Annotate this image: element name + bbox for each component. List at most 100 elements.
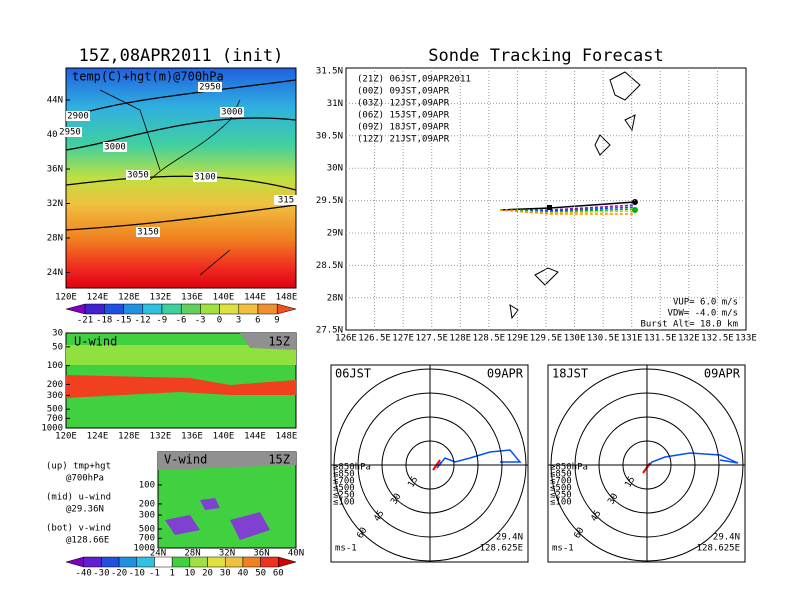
colorbar-label: -15 (115, 316, 131, 326)
lat-label: 29.4N (496, 533, 523, 543)
panel-title: 15Z,08APR2011 (init) (79, 46, 284, 66)
colorbar-swatch (224, 556, 244, 568)
level-legend: ≤500 (550, 484, 572, 494)
colorbar-label: -10 (129, 569, 145, 579)
colorbar-swatch (207, 556, 226, 568)
contour-label: 2950 (59, 128, 81, 138)
label-bg (274, 195, 298, 205)
legend-entry: (21Z) 06JST,09APR2011 (357, 75, 471, 85)
level-legend: ≤850 (333, 470, 355, 480)
legend-entry: (12Z) 21JST,09APR (357, 135, 450, 145)
x-tick-label: 132.5E (701, 334, 734, 344)
colorbar-swatch (142, 303, 163, 315)
ring-label: 30 (389, 492, 403, 506)
colorbar-label: -3 (195, 316, 206, 326)
y-tick-label: 44N (47, 96, 63, 106)
x-tick-label: 32N (219, 549, 235, 559)
contour-label: 2900 (67, 112, 89, 122)
contour-label: 3050 (127, 171, 149, 181)
y-tick-label: 1000 (133, 544, 155, 554)
height-contours (65, 79, 297, 231)
contour-label: 3000 (221, 108, 243, 118)
x-tick-label: 140E (213, 432, 235, 442)
field-label: V-wind (164, 453, 207, 467)
colorbar-label: -20 (111, 569, 127, 579)
tracks (499, 199, 638, 215)
y-tick-label: 28.5N (316, 261, 343, 271)
x-tick-label: 132E (150, 293, 172, 303)
x-tick-label: 131.5E (644, 334, 677, 344)
v-wind-weak (158, 452, 296, 470)
legend-entry: (00Z) 09JST,09APR (357, 87, 450, 97)
colorbar-label: 6 (255, 316, 260, 326)
note: (mid) u-wind (46, 493, 111, 503)
colorbar-swatch (276, 303, 297, 315)
param: Burst Alt= 18.0 km (640, 320, 738, 330)
level-legend: ≤100 (333, 498, 355, 508)
colorbar-label: 9 (274, 316, 279, 326)
colorbar-label: -30 (93, 569, 109, 579)
note: (up) tmp+hgt (46, 462, 111, 472)
temp-field (65, 67, 297, 289)
x-tick-label: 120E (55, 293, 77, 303)
unit-label: ms-1 (552, 544, 574, 554)
legend-entry: (06Z) 15JST,09APR (357, 111, 450, 121)
x-tick-label: 127.5E (415, 334, 448, 344)
x-tick-label: 124E (87, 432, 109, 442)
y-tick-label: 28N (327, 293, 343, 303)
y-tick-label: 500 (47, 405, 63, 415)
colorbar-swatch (104, 303, 124, 315)
level-legend: ≤250 (550, 491, 572, 501)
colorbar-swatch (171, 556, 191, 568)
x-tick-label: 126.5E (358, 334, 391, 344)
colorbar-label: 0 (217, 316, 222, 326)
x-tick-label: 130.5E (587, 334, 620, 344)
param: VDW= -4.0 m/s (668, 309, 738, 319)
colorbar-label: -6 (176, 316, 187, 326)
x-tick-label: 126E (335, 334, 357, 344)
u-wind-weak (240, 333, 296, 350)
y-tick-label: 100 (47, 361, 63, 371)
note: @128.66E (66, 536, 109, 546)
colorbar-swatch (180, 303, 201, 315)
label-bg (193, 172, 217, 182)
level-legend: ≥850hPa (550, 463, 588, 473)
contour-label: 3000 (104, 143, 126, 153)
colorbar-label: 1 (169, 569, 174, 579)
y-tick-label: 30.5N (316, 131, 343, 141)
y-tick-label: 31.5N (316, 67, 343, 77)
time-label: 15Z (268, 453, 290, 467)
x-tick-label: 128E (449, 334, 471, 344)
note: (bot) v-wind (46, 524, 111, 534)
panel-title: Sonde Tracking Forecast (428, 46, 663, 66)
coastline (99, 89, 241, 276)
x-tick-label: 36N (253, 549, 269, 559)
y-tick-label: 300 (47, 391, 63, 401)
y-tick-label: 700 (139, 534, 155, 544)
x-tick-label: 127E (392, 334, 414, 344)
y-tick-label: 29.5N (316, 196, 343, 206)
level-legend: ≤500 (333, 484, 355, 494)
ring-label: 60 (573, 526, 587, 540)
hodograph-trace (644, 452, 739, 471)
label-bg (220, 107, 244, 117)
label-bg (58, 127, 82, 137)
colorbar-label: 60 (273, 569, 284, 579)
colorbar-swatch (219, 303, 240, 315)
y-tick-label: 29N (327, 229, 343, 239)
note: @29.36N (66, 505, 104, 515)
legend-entry: (09Z) 18JST,09APR (357, 123, 450, 133)
date-label: 09APR (487, 367, 524, 381)
x-tick-label: 128E (118, 432, 140, 442)
ring-label: 15 (623, 475, 637, 489)
x-tick-label: 132E (150, 432, 172, 442)
x-tick-label: 128E (118, 293, 140, 303)
colorbar-label: -12 (134, 316, 150, 326)
note: @700hPa (66, 474, 104, 484)
y-tick-label: 50 (52, 342, 63, 352)
y-tick-label: 100 (139, 480, 155, 490)
level-legend: ≤250 (333, 491, 355, 501)
label-bg (66, 111, 90, 121)
colorbar-swatch (118, 556, 138, 568)
